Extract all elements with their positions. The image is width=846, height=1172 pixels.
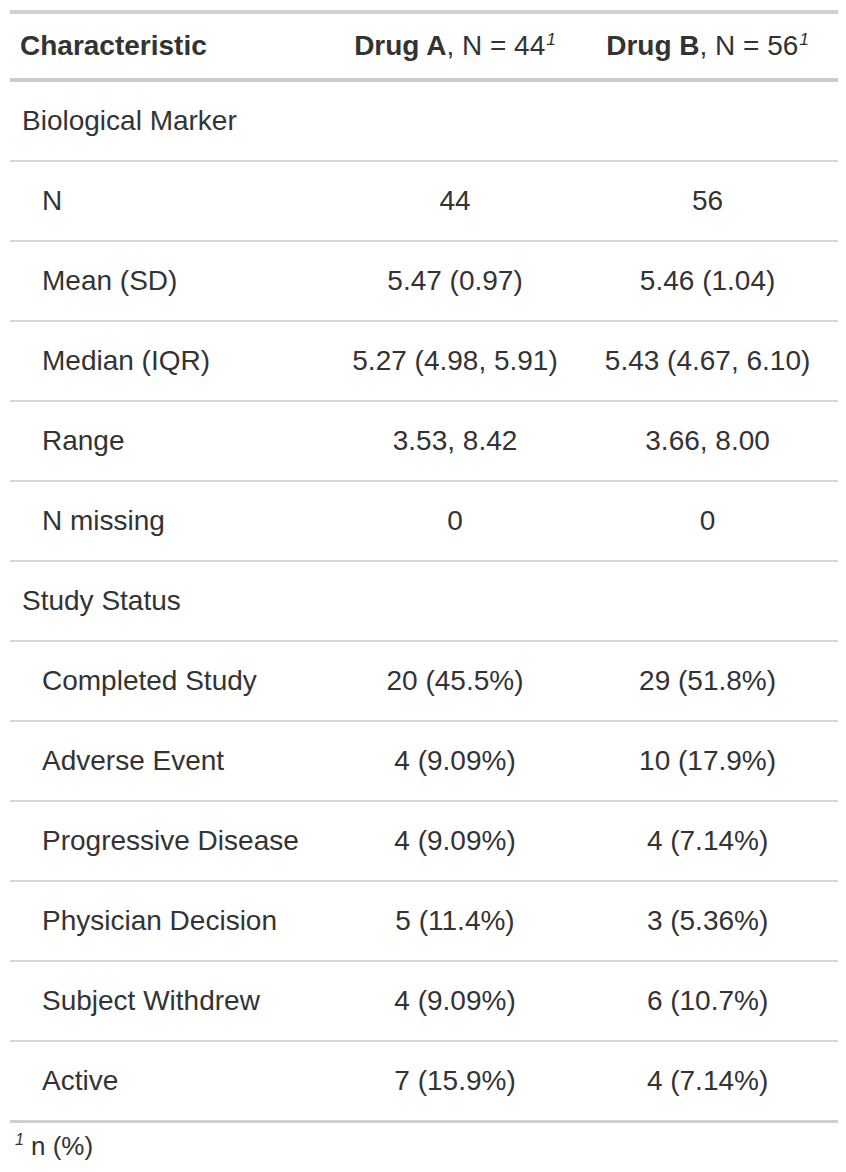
drug-a-value	[333, 80, 577, 161]
drug-b-value: 4 (7.14%)	[577, 1041, 838, 1122]
drug-b-value: 4 (7.14%)	[577, 801, 838, 881]
table-body: Biological Marker N 44 56 Mean (SD) 5.47…	[10, 80, 838, 1122]
drug-a-n: , N = 44	[446, 30, 545, 61]
drug-a-value: 4 (9.09%)	[333, 801, 577, 881]
drug-a-value: 5.47 (0.97)	[333, 241, 577, 321]
table-row-mean-sd: Mean (SD) 5.47 (0.97) 5.46 (1.04)	[10, 241, 838, 321]
table-row-adverse-event: Adverse Event 4 (9.09%) 10 (17.9%)	[10, 721, 838, 801]
footnote: 1 n (%)	[10, 1122, 838, 1172]
footnote-text: n (%)	[31, 1131, 93, 1161]
row-label: N missing	[10, 481, 333, 561]
drug-a-value: 44	[333, 161, 577, 241]
characteristics-table: Characteristic Drug A, N = 441 Drug B, N…	[10, 14, 838, 1172]
table-row-physician-decision: Physician Decision 5 (11.4%) 3 (5.36%)	[10, 881, 838, 961]
footnote-mark: 1	[545, 29, 556, 49]
drug-b-value	[577, 561, 838, 641]
row-label: Physician Decision	[10, 881, 333, 961]
table-row-n: N 44 56	[10, 161, 838, 241]
table-row-group-biological-marker: Biological Marker	[10, 80, 838, 161]
table-row-subject-withdrew: Subject Withdrew 4 (9.09%) 6 (10.7%)	[10, 961, 838, 1041]
drug-a-value: 4 (9.09%)	[333, 961, 577, 1041]
row-label: Active	[10, 1041, 333, 1122]
drug-a-value: 7 (15.9%)	[333, 1041, 577, 1122]
table-header: Characteristic Drug A, N = 441 Drug B, N…	[10, 14, 838, 80]
table-row-progressive-disease: Progressive Disease 4 (9.09%) 4 (7.14%)	[10, 801, 838, 881]
row-label: Mean (SD)	[10, 241, 333, 321]
footnote-mark: 1	[14, 1130, 24, 1148]
drug-b-value: 5.46 (1.04)	[577, 241, 838, 321]
summary-table: Characteristic Drug A, N = 441 Drug B, N…	[10, 10, 838, 1172]
drug-b-value	[577, 80, 838, 161]
drug-a-value: 0	[333, 481, 577, 561]
table-row-median-iqr: Median (IQR) 5.27 (4.98, 5.91) 5.43 (4.6…	[10, 321, 838, 401]
row-label: Progressive Disease	[10, 801, 333, 881]
drug-b-n: , N = 56	[699, 30, 798, 61]
drug-b-name: Drug B	[606, 30, 699, 61]
drug-a-value: 5 (11.4%)	[333, 881, 577, 961]
column-header-drug-a: Drug A, N = 441	[333, 14, 577, 80]
drug-a-value: 4 (9.09%)	[333, 721, 577, 801]
row-label: N	[10, 161, 333, 241]
row-label: Study Status	[10, 561, 333, 641]
row-label: Completed Study	[10, 641, 333, 721]
drug-b-value: 5.43 (4.67, 6.10)	[577, 321, 838, 401]
drug-b-value: 3 (5.36%)	[577, 881, 838, 961]
table-row-completed-study: Completed Study 20 (45.5%) 29 (51.8%)	[10, 641, 838, 721]
drug-b-value: 6 (10.7%)	[577, 961, 838, 1041]
drug-b-value: 29 (51.8%)	[577, 641, 838, 721]
drug-a-value: 20 (45.5%)	[333, 641, 577, 721]
footnote-mark: 1	[798, 29, 809, 49]
drug-a-name: Drug A	[354, 30, 446, 61]
table-row-n-missing: N missing 0 0	[10, 481, 838, 561]
drug-a-value: 3.53, 8.42	[333, 401, 577, 481]
column-header-drug-b: Drug B, N = 561	[577, 14, 838, 80]
drug-b-value: 0	[577, 481, 838, 561]
table-row-group-study-status: Study Status	[10, 561, 838, 641]
table-footer: 1 n (%)	[10, 1122, 838, 1172]
row-label: Median (IQR)	[10, 321, 333, 401]
drug-b-value: 56	[577, 161, 838, 241]
row-label: Range	[10, 401, 333, 481]
drug-a-value: 5.27 (4.98, 5.91)	[333, 321, 577, 401]
drug-b-value: 3.66, 8.00	[577, 401, 838, 481]
row-label: Adverse Event	[10, 721, 333, 801]
row-label: Subject Withdrew	[10, 961, 333, 1041]
row-label: Biological Marker	[10, 80, 333, 161]
footnote-row: 1 n (%)	[10, 1122, 838, 1172]
column-header-characteristic: Characteristic	[10, 14, 333, 80]
drug-b-value: 10 (17.9%)	[577, 721, 838, 801]
drug-a-value	[333, 561, 577, 641]
table-row-active: Active 7 (15.9%) 4 (7.14%)	[10, 1041, 838, 1122]
header-row: Characteristic Drug A, N = 441 Drug B, N…	[10, 14, 838, 80]
table-row-range: Range 3.53, 8.42 3.66, 8.00	[10, 401, 838, 481]
